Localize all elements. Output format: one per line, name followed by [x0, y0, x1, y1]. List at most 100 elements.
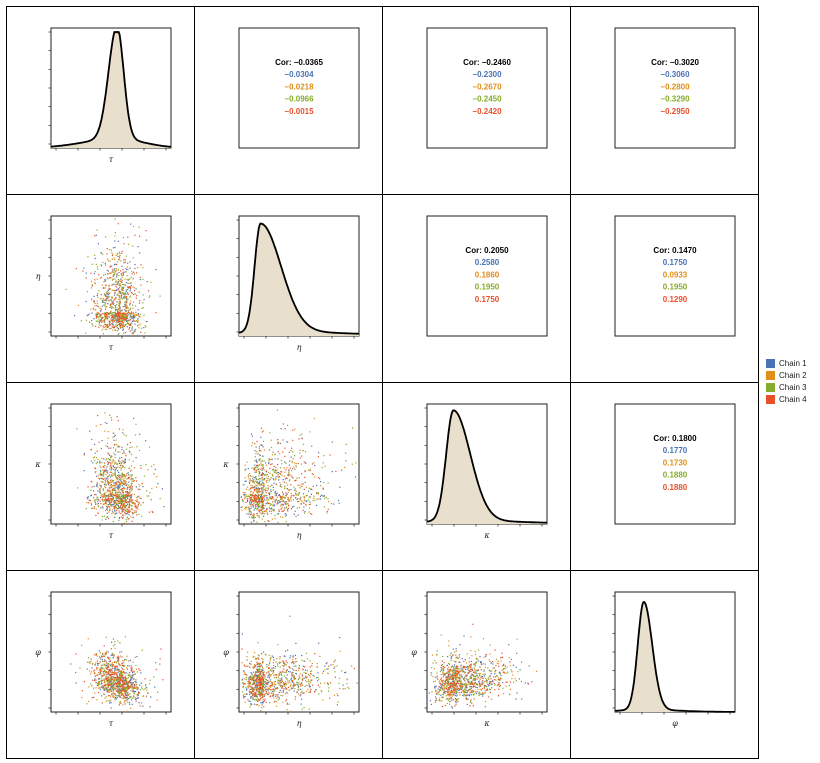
scatter-point	[265, 681, 267, 683]
scatter-point	[122, 475, 124, 477]
scatter-point	[253, 515, 255, 517]
scatter-point	[104, 484, 106, 486]
scatter-point	[255, 477, 257, 479]
scatter-point	[119, 299, 121, 301]
scatter-point	[128, 481, 130, 483]
scatter-point	[281, 510, 283, 512]
scatter-point	[119, 279, 121, 281]
scatter-point	[105, 664, 107, 666]
scatter-point	[137, 320, 139, 322]
scatter-point	[261, 499, 263, 501]
scatter-point	[135, 499, 137, 502]
scatter-point	[109, 700, 111, 702]
scatter-point	[135, 313, 137, 316]
scatter-point	[117, 269, 120, 271]
scatter-point	[116, 499, 118, 502]
scatter-point	[338, 677, 340, 679]
scatter-point	[262, 507, 264, 509]
scatter-point	[269, 686, 272, 688]
scatter-point	[279, 682, 281, 684]
scatter-point	[114, 232, 116, 234]
scatter-point	[273, 693, 275, 695]
scatter-point	[328, 500, 330, 503]
scatter-point	[127, 682, 129, 684]
scatter-point	[246, 496, 248, 498]
scatter-point	[106, 500, 108, 502]
scatter-point	[292, 439, 294, 441]
scatter-point	[295, 497, 297, 499]
scatter-point	[95, 457, 98, 459]
scatter-point	[139, 279, 141, 281]
scatter-point	[121, 481, 123, 483]
scatter-point	[119, 291, 121, 293]
scatter-point	[98, 290, 100, 292]
scatter-point	[123, 665, 125, 667]
scatter-point	[133, 693, 135, 695]
scatter-point	[301, 438, 303, 440]
scatter-point	[266, 495, 268, 497]
scatter-point	[133, 512, 135, 514]
scatter-point	[153, 676, 155, 678]
scatter-point	[109, 479, 112, 481]
scatter-point	[266, 510, 268, 512]
scatter-point	[94, 467, 96, 469]
scatter-point	[121, 288, 123, 290]
scatter-point	[285, 477, 287, 479]
scatter-point	[304, 470, 306, 472]
scatter-point	[132, 257, 134, 259]
scatter-point	[130, 314, 132, 316]
scatter-point	[102, 478, 105, 480]
scatter-point	[95, 681, 97, 683]
scatter-point	[260, 484, 262, 487]
scatter-point	[261, 489, 263, 491]
scatter-point	[249, 501, 251, 503]
scatter-point	[95, 654, 97, 656]
scatter-point	[293, 690, 295, 692]
scatter-point	[122, 329, 124, 331]
scatter-point	[297, 687, 299, 689]
scatter-point	[129, 508, 131, 510]
scatter-point	[147, 692, 149, 694]
scatter-point	[92, 325, 94, 327]
scatter-point	[255, 504, 257, 506]
scatter-point	[140, 284, 142, 286]
scatter-point	[260, 702, 262, 704]
scatter-point	[115, 315, 117, 317]
scatter-point	[267, 487, 269, 489]
scatter-point	[131, 320, 133, 322]
scatter-point	[110, 687, 112, 689]
scatter-point	[258, 500, 260, 502]
scatter-point	[267, 680, 269, 682]
scatter-point	[261, 669, 263, 671]
scatter-point	[259, 668, 261, 670]
scatter-point	[274, 518, 276, 520]
scatter-point	[125, 687, 127, 689]
scatter-point	[138, 291, 140, 293]
scatter-point	[115, 467, 117, 469]
scatter-point	[120, 673, 122, 675]
scatter-point	[122, 662, 125, 664]
scatter-point	[273, 659, 275, 661]
scatter-point	[285, 503, 287, 505]
scatter-point	[109, 484, 111, 487]
scatter-point	[114, 510, 116, 512]
scatter-point	[274, 479, 276, 481]
scatter-point	[251, 467, 253, 469]
scatter-point	[100, 495, 102, 497]
scatter-point	[255, 495, 257, 497]
scatter-point	[105, 671, 107, 673]
scatter-point	[124, 475, 126, 477]
scatter-point	[119, 696, 122, 698]
scatter-point	[290, 489, 292, 491]
scatter-point	[118, 485, 120, 487]
scatter-point	[140, 497, 142, 500]
scatter-point	[105, 474, 107, 476]
scatter-point	[298, 667, 300, 669]
scatter-point	[134, 330, 136, 332]
scatter-point	[146, 687, 148, 689]
scatter-point	[258, 458, 260, 460]
scatter-point	[114, 316, 116, 318]
scatter-point	[108, 689, 110, 691]
scatter-point	[119, 292, 121, 294]
scatter-point	[282, 701, 284, 703]
